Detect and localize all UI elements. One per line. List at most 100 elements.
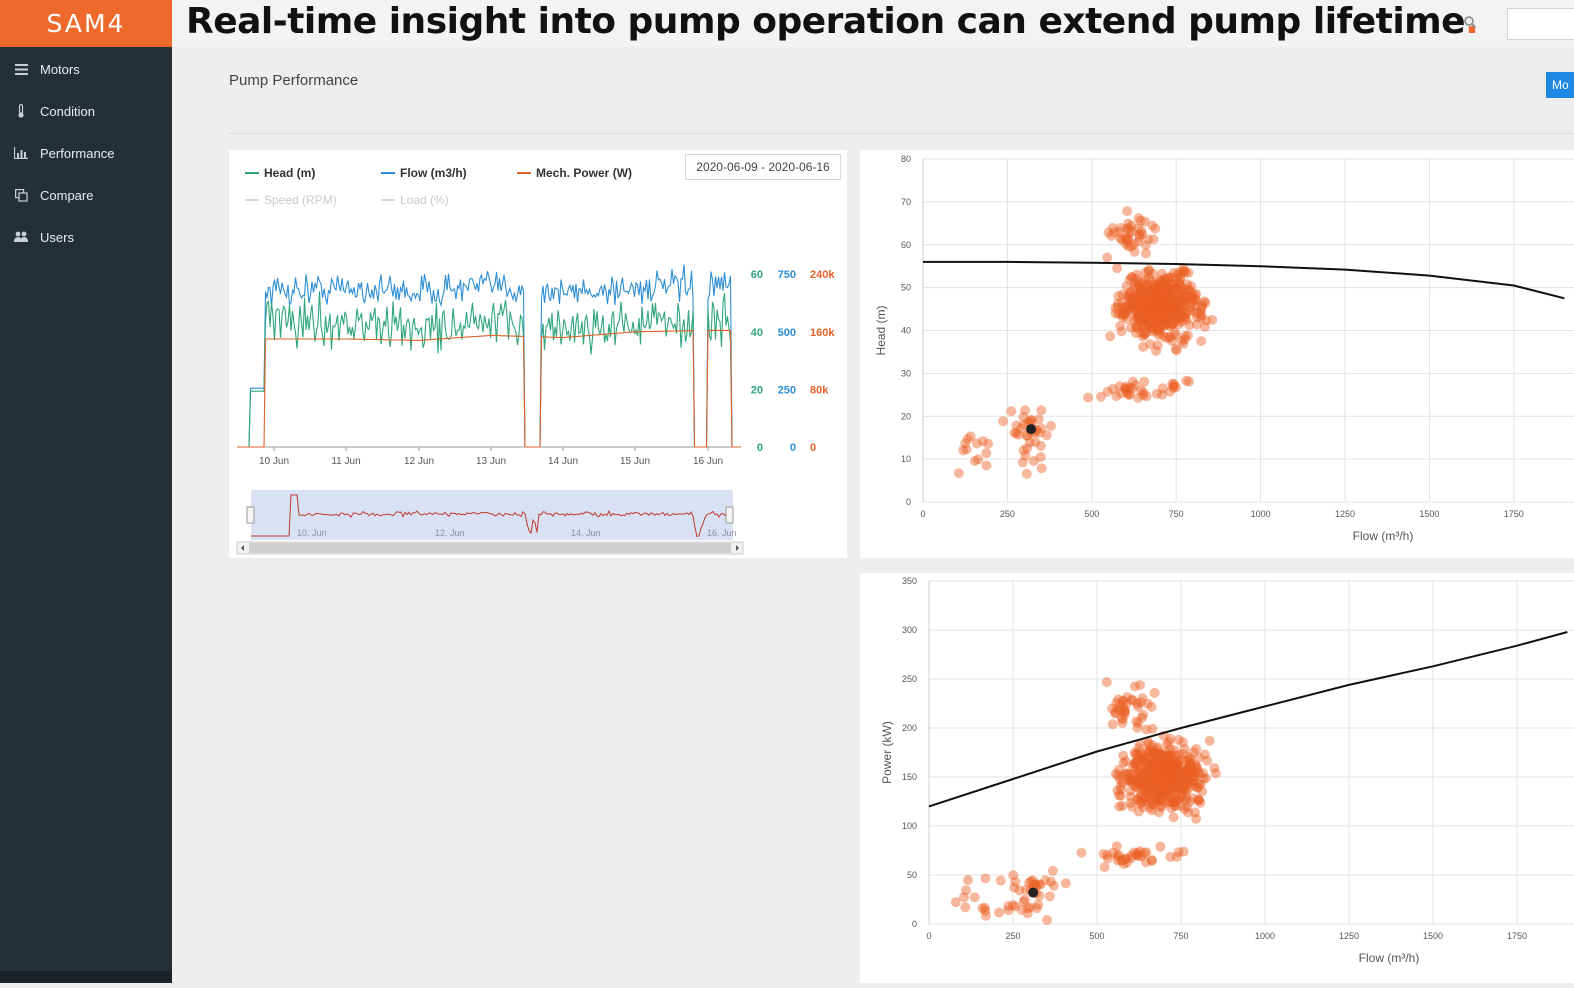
x-tick-label: 1750	[1507, 931, 1527, 941]
data-point	[995, 875, 1006, 886]
data-point	[1155, 796, 1165, 806]
data-point	[1175, 785, 1186, 796]
data-point	[1163, 765, 1174, 776]
data-point	[1175, 285, 1186, 296]
data-point	[1191, 308, 1202, 319]
data-point	[1204, 735, 1215, 746]
data-point	[1151, 284, 1162, 294]
data-point	[1123, 235, 1134, 246]
data-point	[1119, 309, 1130, 320]
navigator-label: 14. Jun	[571, 528, 601, 538]
data-point	[981, 910, 991, 921]
navigator-scrollbar-thumb[interactable]	[249, 543, 731, 553]
x-tick-label: 0	[920, 509, 925, 519]
data-point	[1167, 336, 1178, 347]
data-point	[1170, 283, 1180, 293]
data-point	[1133, 310, 1144, 321]
navigator-handle-left[interactable]	[246, 506, 255, 524]
date-range-picker[interactable]: 2020-06-09 - 2020-06-16	[685, 154, 841, 180]
data-point	[1031, 903, 1042, 914]
data-point	[1173, 782, 1183, 793]
data-point	[1151, 291, 1162, 302]
sidebar-item-performance[interactable]: Performance	[0, 138, 172, 168]
data-point	[1003, 901, 1014, 912]
legend-head[interactable]: Head (m)	[245, 166, 315, 180]
data-point	[1141, 857, 1152, 868]
data-point	[1163, 751, 1174, 762]
more-button[interactable]: Mo	[1546, 72, 1574, 98]
data-point	[1177, 737, 1188, 748]
data-point	[1140, 289, 1151, 300]
legend-speed[interactable]: Speed (RPM)	[245, 193, 337, 207]
data-point	[1136, 778, 1147, 789]
data-point	[1146, 781, 1156, 792]
data-point	[1147, 757, 1158, 768]
data-point	[1168, 308, 1179, 318]
data-point	[1161, 788, 1172, 799]
data-point	[959, 892, 969, 903]
data-point	[1157, 305, 1167, 316]
data-point	[1164, 796, 1175, 807]
data-point	[1150, 754, 1161, 765]
legend-mech-power[interactable]: Mech. Power (W)	[517, 166, 632, 180]
navigator-handle-right[interactable]	[725, 506, 734, 524]
data-point	[1170, 768, 1181, 779]
data-point	[1137, 313, 1148, 324]
data-point	[1022, 908, 1033, 919]
data-point	[1155, 841, 1166, 852]
data-point	[1148, 269, 1159, 279]
data-point	[1180, 331, 1191, 342]
data-point	[1154, 782, 1165, 793]
data-point	[1112, 770, 1123, 781]
data-point	[1165, 296, 1176, 307]
brand-logo[interactable]: SAM4	[0, 0, 172, 47]
data-point	[1196, 304, 1207, 315]
scroll-left-arrow[interactable]	[241, 545, 244, 551]
data-point	[1174, 277, 1184, 288]
data-point	[960, 902, 971, 913]
data-point	[1146, 805, 1157, 816]
data-point	[1165, 301, 1175, 312]
data-point	[1143, 319, 1154, 330]
sidebar-item-compare[interactable]: Compare	[0, 180, 172, 210]
data-point	[1168, 318, 1179, 329]
data-point	[1146, 759, 1157, 769]
data-point	[1112, 298, 1123, 309]
sidebar-item-users[interactable]: Users	[0, 222, 172, 252]
data-point	[1145, 781, 1156, 792]
legend-load[interactable]: Load (%)	[381, 193, 449, 207]
users-icon	[14, 230, 28, 244]
data-point	[1161, 308, 1172, 319]
data-point	[1121, 386, 1132, 397]
data-point	[1133, 392, 1143, 403]
data-point	[994, 907, 1005, 918]
data-point	[1145, 759, 1156, 769]
data-point	[1172, 782, 1183, 793]
data-point	[1164, 767, 1175, 777]
data-point	[1014, 885, 1025, 896]
data-point	[1129, 299, 1140, 310]
data-point	[1162, 752, 1173, 762]
search-input[interactable]	[1507, 8, 1574, 40]
data-point	[1136, 289, 1147, 300]
data-point	[1133, 851, 1144, 862]
y-tick-label: 0	[906, 497, 911, 507]
scroll-right-arrow[interactable]	[736, 545, 739, 551]
sidebar-item-motors[interactable]: Motors	[0, 54, 172, 84]
data-point	[1151, 744, 1162, 755]
data-point	[1010, 876, 1021, 887]
data-point	[1183, 777, 1194, 788]
data-point	[1138, 752, 1149, 763]
data-point	[1151, 795, 1162, 806]
data-point	[1021, 468, 1032, 479]
data-point	[1192, 782, 1203, 793]
data-point	[1165, 755, 1176, 766]
data-point	[1139, 216, 1150, 227]
data-point	[1140, 328, 1151, 339]
x-axis-title: Flow (m³/h)	[1359, 951, 1420, 965]
data-point	[1138, 771, 1149, 782]
legend-flow[interactable]: Flow (m3/h)	[381, 166, 467, 180]
data-point	[1160, 293, 1171, 304]
sidebar-item-condition[interactable]: Condition	[0, 96, 172, 126]
search-icon[interactable]	[1462, 14, 1478, 30]
